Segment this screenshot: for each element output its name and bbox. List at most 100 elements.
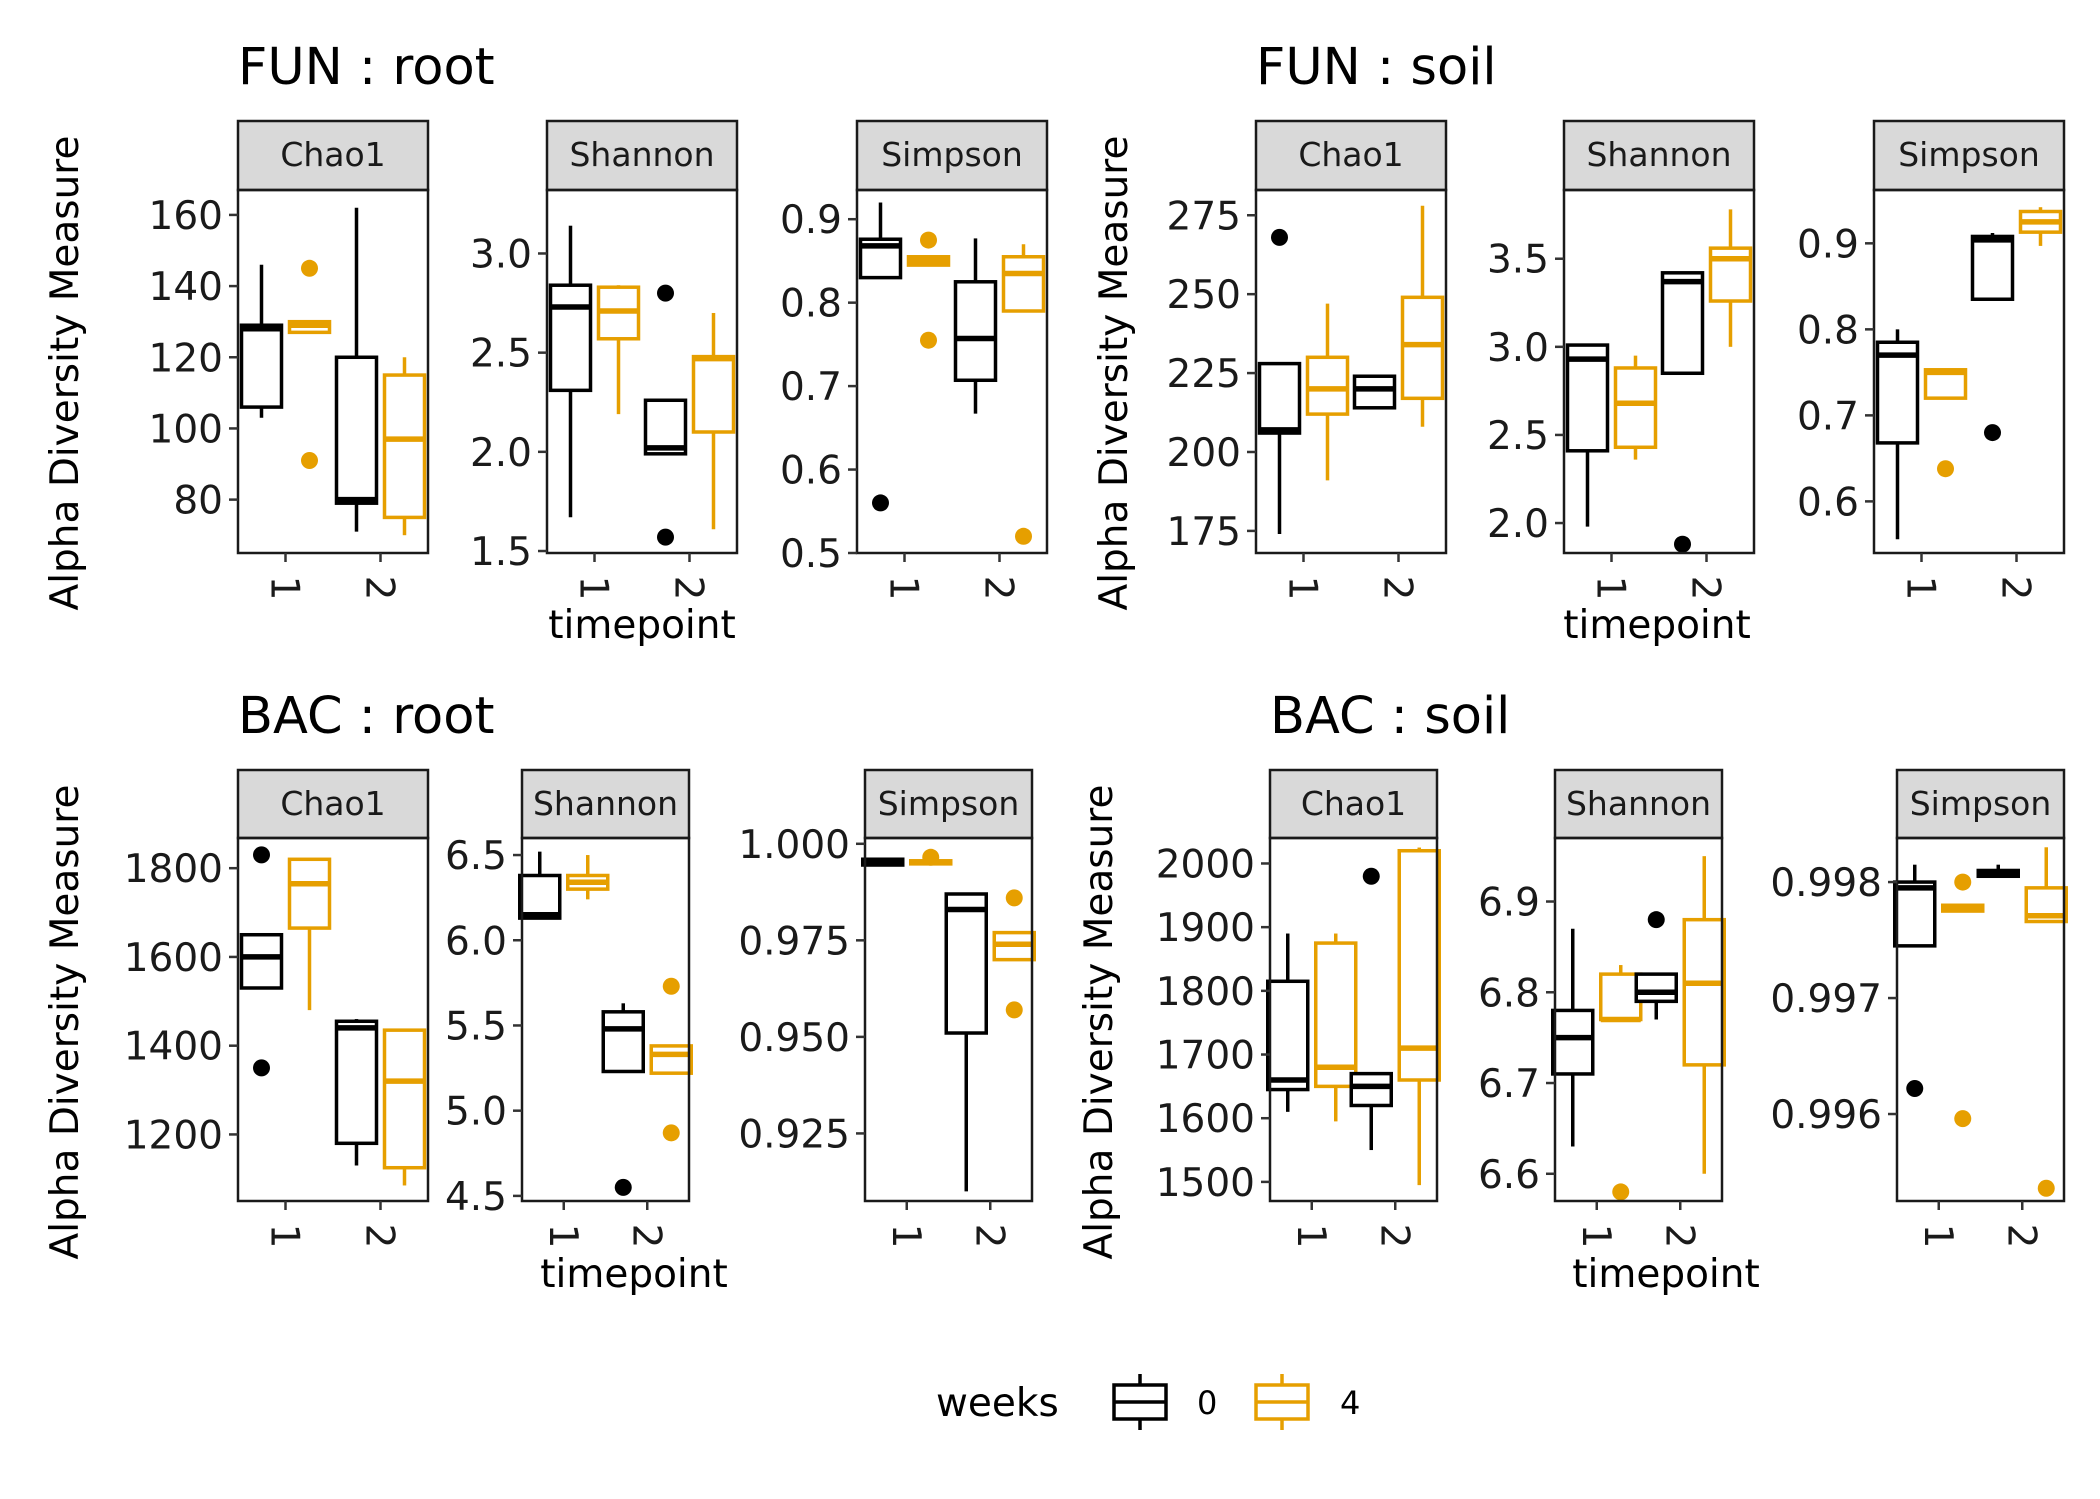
x-tick-label: 1	[1588, 576, 1633, 601]
y-tick-label: 175	[1167, 510, 1241, 555]
panel-border	[236, 188, 430, 555]
outlier-point	[1984, 424, 2001, 442]
x-tick-label: 1	[881, 576, 926, 601]
iqr-box	[334, 355, 379, 505]
box-t1-w0	[1257, 228, 1302, 535]
box-t2-w4	[1001, 244, 1046, 545]
box-t2-w4	[382, 1028, 427, 1186]
legend-title: weeks	[936, 1381, 1059, 1426]
facet-strip-label: Simpson	[881, 135, 1023, 174]
box-t2-w4	[992, 889, 1036, 1019]
facet-panels: Chao1 80 100 120 140 160 1 2 Shannon 1.5 2.0 2.5 3.0…	[124, 119, 2068, 1249]
y-axis-label: Alpha Diversity Measure	[1077, 785, 1122, 1260]
box-t1-w4	[287, 259, 332, 469]
y-tick-label: 0.7	[780, 365, 842, 410]
outlier-point	[1005, 889, 1023, 907]
y-tick-label: 5.0	[445, 1090, 507, 1135]
iqr-box	[1400, 295, 1445, 401]
iqr-box	[944, 892, 988, 1035]
box-t2-w4	[1708, 209, 1753, 347]
iqr-box	[548, 283, 593, 393]
y-tick-label: 2.0	[1487, 502, 1549, 547]
y-tick-label: 6.9	[1478, 881, 1540, 926]
iqr-box	[518, 873, 562, 920]
box-t2-w0	[1660, 271, 1705, 553]
box-t1-w4	[287, 857, 332, 1011]
y-tick-label: 1800	[1156, 970, 1255, 1015]
panel-border	[236, 836, 430, 1203]
panel-border	[1268, 836, 1439, 1203]
box-t2-w0	[953, 238, 998, 414]
box-t1-w4	[909, 848, 953, 866]
y-tick-label: 1400	[124, 1025, 223, 1070]
x-tick-label: 1	[883, 1224, 928, 1249]
facet-chao1: Chao1 175 200 225 250 275 1 2	[1167, 119, 1448, 600]
y-tick-label: 1900	[1156, 906, 1255, 951]
outlier-point	[253, 1059, 270, 1077]
iqr-box	[1349, 1071, 1393, 1108]
facet-chao1: Chao1 80 100 120 140 160 1 2	[149, 119, 430, 600]
y-tick-label: 140	[149, 265, 223, 310]
box-t1-w0	[548, 225, 593, 518]
chart-title: FUN : soil	[1256, 38, 1497, 97]
y-tick-label: 0.9	[1797, 222, 1859, 267]
iqr-box	[1970, 234, 2015, 301]
box-t2-w4	[649, 977, 693, 1142]
x-tick-label: 2	[966, 1224, 1011, 1249]
y-tick-label: 0.950	[738, 1016, 850, 1061]
iqr-box	[1660, 271, 1705, 376]
iqr-box	[1352, 374, 1397, 410]
box-t2-w0	[334, 207, 379, 532]
y-tick-label: 1800	[124, 847, 223, 892]
figure-bac-root: BAC : root Alpha Diversity Measure timep…	[43, 687, 728, 1297]
facet-strip	[1872, 119, 2066, 192]
box-t1-w0	[1266, 933, 1310, 1112]
box-t1-w4	[1314, 933, 1358, 1122]
iqr-box	[643, 398, 688, 456]
iqr-box	[1682, 917, 1726, 1067]
x-tick-label: 1	[1898, 576, 1943, 601]
facet-strip-label: Shannon	[569, 135, 714, 174]
panel-border	[1872, 188, 2066, 555]
box-t1-w4	[1613, 355, 1658, 460]
iqr-box	[1634, 972, 1678, 1004]
box-t2-w0	[643, 284, 688, 546]
panel-border	[1553, 836, 1724, 1203]
box-t1-w4	[1599, 965, 1643, 1201]
iqr-box	[691, 354, 736, 434]
facet-strip	[236, 768, 430, 840]
iqr-box	[953, 280, 998, 383]
box-t2-w0	[1976, 864, 2020, 879]
iqr-box	[1565, 343, 1610, 453]
facet-strip	[1268, 768, 1439, 840]
facet-strip	[236, 119, 430, 192]
iqr-box	[1551, 1008, 1595, 1076]
facet-shannon: Shannon 6.6 6.7 6.8 6.9 1 2	[1478, 768, 1726, 1248]
box-t1-w0	[239, 264, 284, 418]
facet-shannon: Shannon 1.5 2.0 2.5 3.0 1 2	[470, 119, 739, 601]
box-t1-w4	[1305, 303, 1350, 481]
x-axis-label: timepoint	[540, 1252, 728, 1297]
facet-strip-label: Simpson	[1898, 135, 2040, 174]
box-t2-w4	[2018, 207, 2063, 246]
outlier-point	[614, 1178, 632, 1196]
y-tick-label: 100	[149, 407, 223, 452]
y-tick-label: 0.8	[1797, 308, 1859, 353]
y-tick-label: 6.7	[1478, 1062, 1540, 1107]
y-tick-label: 0.8	[780, 282, 842, 327]
x-axis-label: timepoint	[1563, 603, 1751, 648]
box-t1-w0	[518, 851, 562, 920]
y-axis-label: Alpha Diversity Measure	[43, 136, 88, 611]
outlier-point	[1937, 460, 1954, 478]
facet-strip-label: Simpson	[1910, 784, 2052, 823]
box-t1-w0	[1893, 864, 1937, 1098]
y-tick-label: 3.0	[470, 232, 532, 277]
outlier-point	[1015, 527, 1032, 545]
iqr-box	[1257, 361, 1302, 435]
y-tick-label: 1600	[1156, 1097, 1255, 1142]
box-t1-w4	[1923, 368, 1968, 478]
x-tick-label: 1	[571, 576, 616, 601]
y-tick-label: 2.5	[470, 332, 532, 377]
panel-border	[855, 188, 1049, 555]
outlier-point	[1005, 1001, 1023, 1019]
